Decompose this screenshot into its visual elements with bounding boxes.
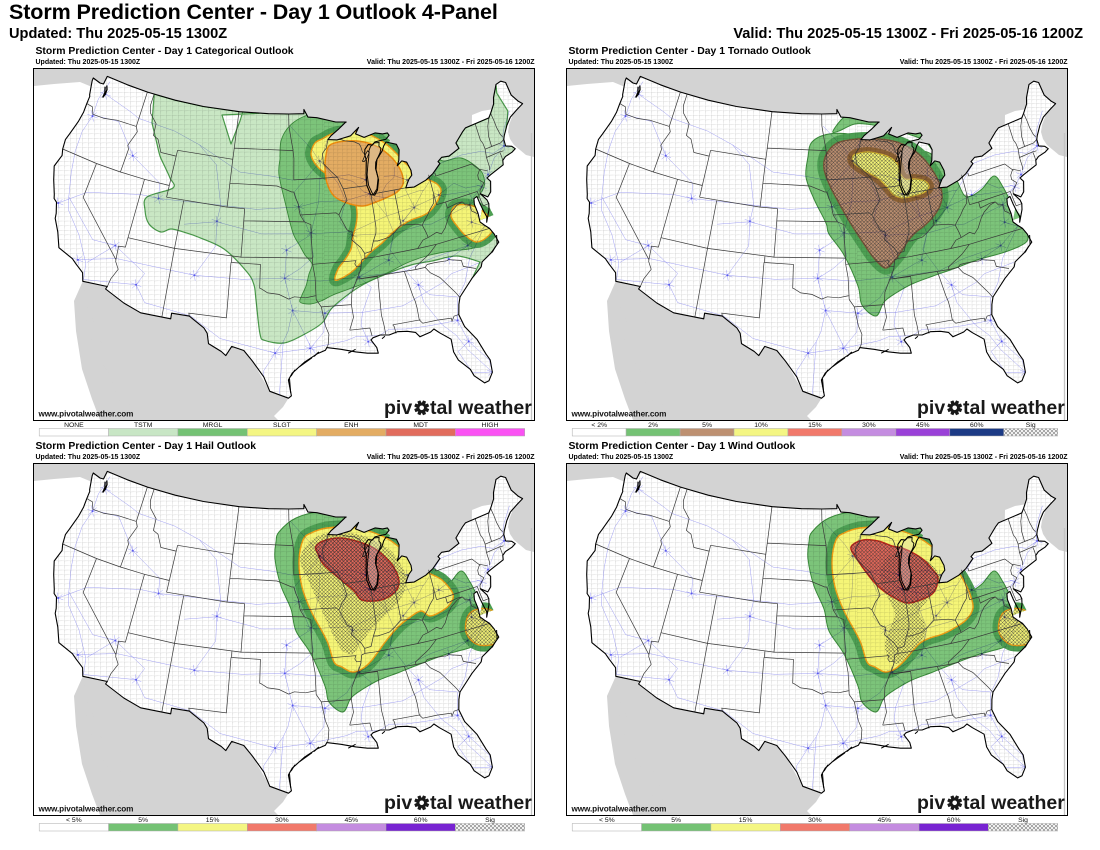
svg-text:45%: 45% <box>344 816 358 823</box>
svg-text:Sig: Sig <box>1025 422 1035 429</box>
svg-text:tal weather: tal weather <box>963 792 1065 814</box>
svg-text:www.pivotalweather.com: www.pivotalweather.com <box>570 804 666 813</box>
svg-text:60%: 60% <box>969 422 983 429</box>
svg-text:piv: piv <box>384 397 412 419</box>
svg-text:piv: piv <box>384 792 412 814</box>
svg-text:30%: 30% <box>808 816 822 823</box>
svg-text:45%: 45% <box>877 816 891 823</box>
svg-text:NONE: NONE <box>64 422 84 429</box>
svg-text:TSTM: TSTM <box>133 422 152 429</box>
svg-text:< 5%: < 5% <box>599 816 615 823</box>
svg-text:15%: 15% <box>738 816 752 823</box>
svg-text:Sig: Sig <box>1018 816 1028 823</box>
svg-text:60%: 60% <box>946 816 960 823</box>
svg-text:30%: 30% <box>862 422 876 429</box>
svg-text:30%: 30% <box>275 816 289 823</box>
svg-text:MDT: MDT <box>413 422 428 429</box>
svg-text:MRGL: MRGL <box>202 422 222 429</box>
svg-text:15%: 15% <box>205 816 219 823</box>
svg-text:5%: 5% <box>138 816 148 823</box>
svg-text:www.pivotalweather.com: www.pivotalweather.com <box>37 410 133 419</box>
svg-text:< 2%: < 2% <box>591 422 607 429</box>
svg-text:5%: 5% <box>702 422 712 429</box>
svg-text:piv: piv <box>917 397 945 419</box>
svg-text:< 5%: < 5% <box>66 816 82 823</box>
svg-text:2%: 2% <box>648 422 658 429</box>
svg-text:ENH: ENH <box>344 422 358 429</box>
svg-text:5%: 5% <box>671 816 681 823</box>
svg-text:piv: piv <box>917 792 945 814</box>
svg-text:45%: 45% <box>915 422 929 429</box>
svg-text:HIGH: HIGH <box>481 422 498 429</box>
svg-text:www.pivotalweather.com: www.pivotalweather.com <box>570 410 666 419</box>
svg-text:tal weather: tal weather <box>963 397 1065 419</box>
svg-text:www.pivotalweather.com: www.pivotalweather.com <box>37 804 133 813</box>
svg-text:Sig: Sig <box>485 816 495 823</box>
svg-text:tal weather: tal weather <box>430 397 532 419</box>
svg-text:60%: 60% <box>413 816 427 823</box>
svg-text:SLGT: SLGT <box>273 422 291 429</box>
svg-text:10%: 10% <box>754 422 768 429</box>
svg-text:15%: 15% <box>808 422 822 429</box>
svg-text:tal weather: tal weather <box>430 792 532 814</box>
